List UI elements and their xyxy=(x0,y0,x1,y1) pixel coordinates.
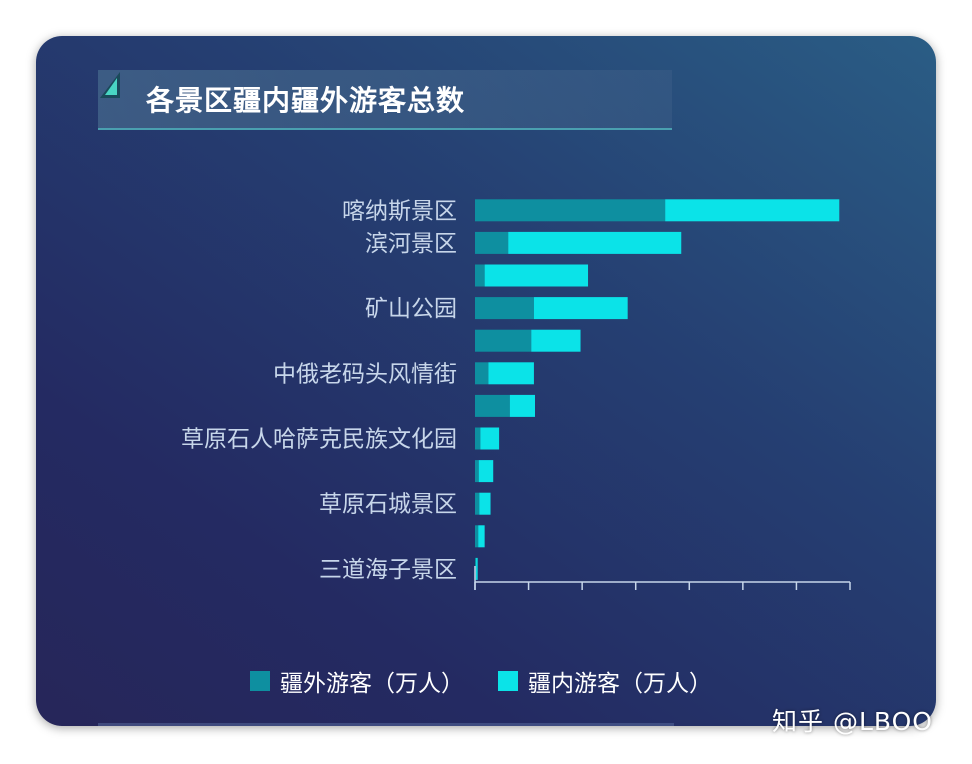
bar-outside[interactable] xyxy=(475,525,479,548)
legend: 疆外游客（万人） 疆内游客（万人） xyxy=(250,664,746,698)
bar-outside[interactable] xyxy=(475,264,485,287)
bar-inside[interactable] xyxy=(665,199,840,222)
bar-inside[interactable] xyxy=(476,557,478,580)
category-label: 中俄老码头风情街 xyxy=(273,361,457,387)
bar-outside[interactable] xyxy=(475,427,481,450)
bar-inside[interactable] xyxy=(478,525,485,548)
legend-item-outside[interactable]: 疆外游客（万人） xyxy=(250,664,464,698)
category-label: 草原石人哈萨克民族文化园 xyxy=(181,427,457,453)
bar-outside[interactable] xyxy=(475,297,534,320)
title-bar: 各景区疆内疆外游客总数 xyxy=(98,70,672,130)
bar-inside[interactable] xyxy=(488,362,534,385)
bar-outside[interactable] xyxy=(475,492,480,515)
watermark: 知乎 @LBOO xyxy=(772,707,933,736)
bar-inside[interactable] xyxy=(478,460,494,483)
bar-outside[interactable] xyxy=(475,329,532,352)
bar-chart: 喀纳斯景区滨河景区矿山公园中俄老码头风情街草原石人哈萨克民族文化园草原石城景区三… xyxy=(181,198,851,590)
bar-inside[interactable] xyxy=(484,264,589,287)
category-label: 滨河景区 xyxy=(365,231,457,257)
bar-inside[interactable] xyxy=(508,231,682,254)
bar-inside[interactable] xyxy=(479,492,491,515)
chart-title: 各景区疆内疆外游客总数 xyxy=(146,84,466,117)
bar-outside[interactable] xyxy=(475,231,509,254)
bar-outside[interactable] xyxy=(475,460,479,483)
legend-label-outside: 疆外游客（万人） xyxy=(280,671,464,697)
title-corner-icon xyxy=(100,72,120,98)
category-label: 三道海子景区 xyxy=(319,557,457,583)
bar-outside[interactable] xyxy=(475,199,666,222)
legend-item-inside[interactable]: 疆内游客（万人） xyxy=(498,664,712,698)
legend-swatch-outside xyxy=(250,671,270,691)
bottom-strip xyxy=(98,723,674,726)
bar-inside[interactable] xyxy=(509,394,535,417)
category-label: 矿山公园 xyxy=(365,296,457,322)
bar-outside[interactable] xyxy=(475,362,489,385)
legend-swatch-inside xyxy=(498,671,518,691)
chart-card: 各景区疆内疆外游客总数 喀纳斯景区滨河景区矿山公园中俄老码头风情街草原石人哈萨克… xyxy=(36,36,936,726)
bar-inside[interactable] xyxy=(531,329,581,352)
bar-outside[interactable] xyxy=(475,394,510,417)
legend-label-inside: 疆内游客（万人） xyxy=(528,671,712,697)
bar-inside[interactable] xyxy=(533,297,628,320)
bar-inside[interactable] xyxy=(480,427,500,450)
category-label: 草原石城景区 xyxy=(319,492,457,518)
category-label: 喀纳斯景区 xyxy=(342,198,457,224)
